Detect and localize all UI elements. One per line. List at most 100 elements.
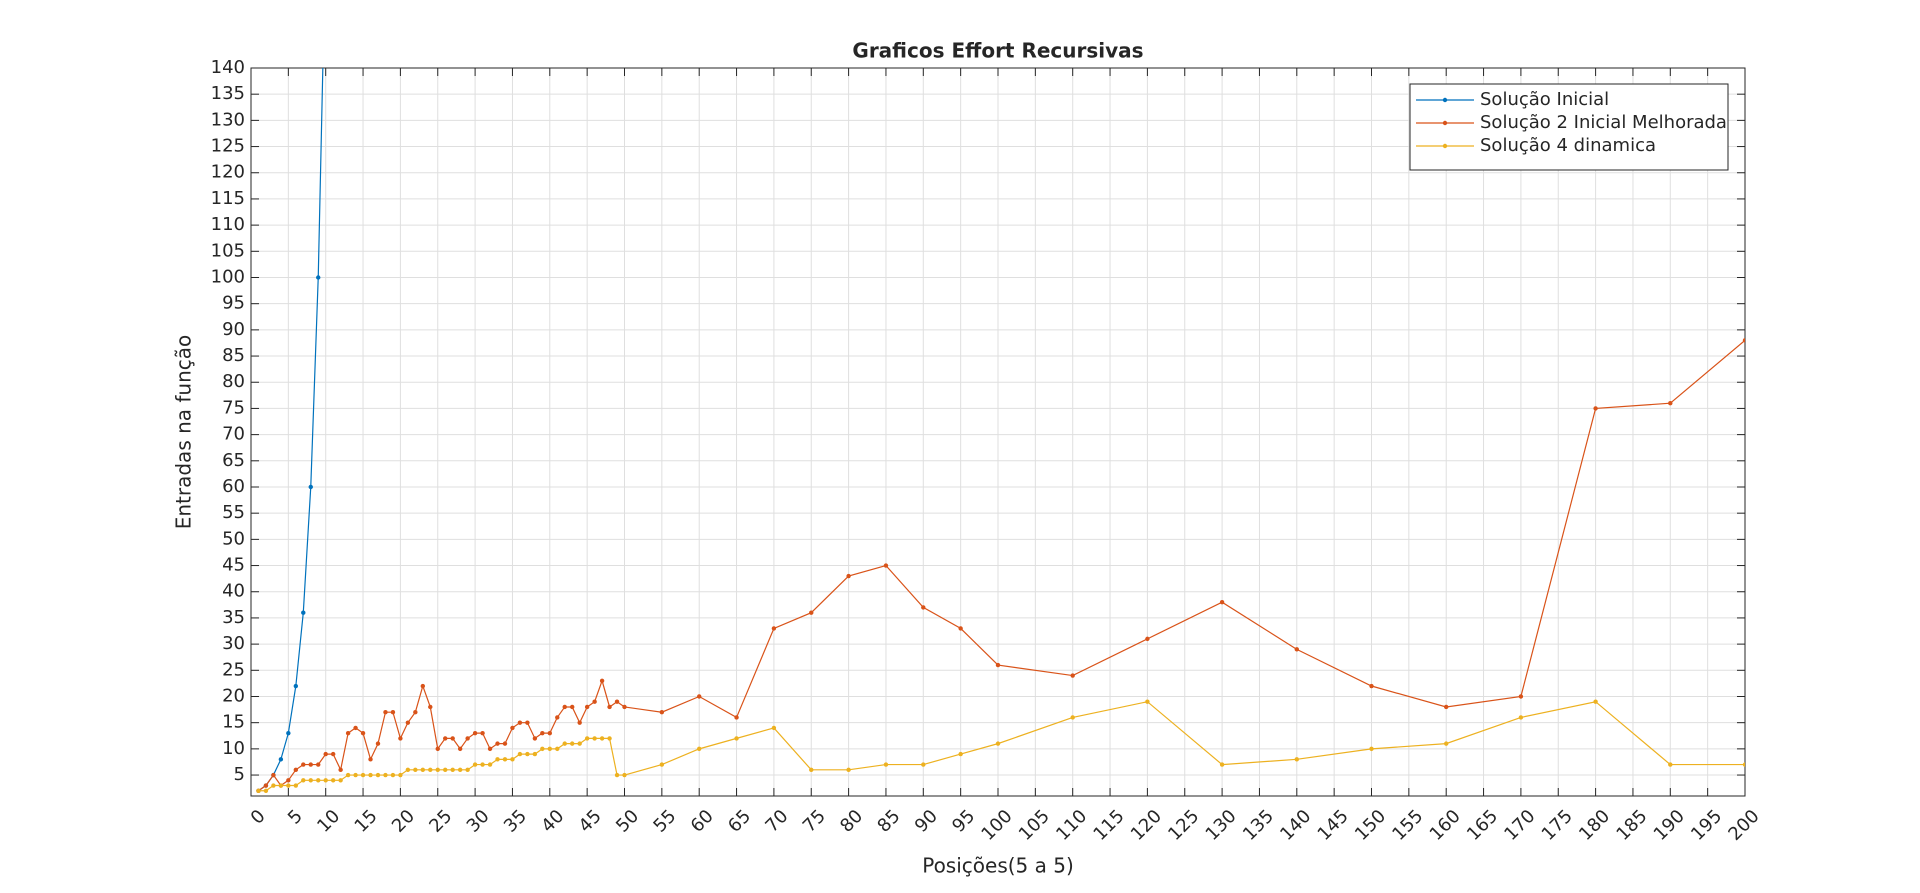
y-tick-label: 60 <box>222 476 245 497</box>
legend-marker <box>1442 97 1448 103</box>
x-tick-label: 95 <box>948 806 979 837</box>
data-point <box>368 772 373 778</box>
data-point <box>592 736 597 741</box>
data-point <box>659 762 665 767</box>
x-tick-label: 125 <box>1164 806 1203 845</box>
data-point <box>308 762 313 767</box>
y-tick-label: 45 <box>222 555 245 576</box>
x-tick-label: 25 <box>425 806 456 837</box>
data-point <box>457 746 463 752</box>
x-tick-label: 20 <box>388 806 419 837</box>
plot-frame <box>250 67 1746 797</box>
data-point <box>1145 699 1150 704</box>
data-point <box>308 484 313 490</box>
data-point <box>958 751 963 757</box>
data-point <box>1742 762 1745 767</box>
x-tick-label: 65 <box>724 806 755 837</box>
x-tick-label: 105 <box>1015 806 1054 845</box>
data-point <box>472 730 478 736</box>
data-point <box>278 757 284 762</box>
y-tick-label: 15 <box>222 712 245 733</box>
data-point <box>570 704 575 710</box>
data-point <box>510 757 515 762</box>
x-tick-label: 5 <box>284 806 307 829</box>
data-point <box>1294 757 1300 762</box>
data-point <box>375 772 381 778</box>
data-point <box>846 573 851 579</box>
y-tick-label: 25 <box>222 659 245 680</box>
x-tick-label: 155 <box>1388 806 1427 845</box>
data-point <box>480 762 485 767</box>
data-point <box>345 772 351 778</box>
legend-marker <box>1442 143 1448 149</box>
x-axis-label: Posições(5 a 5) <box>922 854 1074 878</box>
data-point <box>562 704 567 710</box>
y-tick-label: 75 <box>222 397 245 418</box>
legend-marker <box>1442 120 1448 126</box>
data-point <box>1369 683 1374 689</box>
y-tick-label: 100 <box>211 266 245 287</box>
x-tick-label: 170 <box>1500 806 1539 845</box>
data-point <box>1219 762 1225 767</box>
data-point <box>330 778 336 783</box>
data-point <box>450 767 455 773</box>
x-tick-label: 80 <box>836 806 867 837</box>
data-point <box>360 730 366 736</box>
data-point <box>271 783 276 788</box>
data-point <box>592 699 597 704</box>
x-tick-label: 175 <box>1538 806 1577 845</box>
x-tick-label: 165 <box>1463 806 1502 845</box>
data-point <box>345 730 351 736</box>
data-point <box>659 710 665 715</box>
y-tick-label: 10 <box>222 738 245 759</box>
data-point <box>443 736 448 741</box>
data-point <box>330 751 336 757</box>
y-tick-label: 130 <box>211 109 245 130</box>
data-point <box>308 778 313 783</box>
data-point <box>921 605 926 610</box>
data-point <box>517 751 523 757</box>
y-tick-label: 35 <box>222 607 245 628</box>
data-point <box>1070 673 1075 678</box>
data-point <box>1444 741 1449 746</box>
data-point <box>958 626 963 631</box>
data-point <box>353 772 358 778</box>
data-point <box>301 762 306 767</box>
x-tick-label: 140 <box>1276 806 1315 845</box>
y-tick-label: 40 <box>222 581 245 602</box>
data-point <box>286 730 291 736</box>
y-tick-label: 120 <box>211 162 245 183</box>
grid <box>250 67 1746 796</box>
data-point <box>995 741 1001 746</box>
data-point <box>495 741 500 746</box>
data-point <box>525 720 530 725</box>
data-point <box>435 767 440 773</box>
data-point <box>1593 406 1598 411</box>
data-point <box>405 720 411 725</box>
data-point <box>502 757 508 762</box>
data-point <box>883 563 889 568</box>
data-point <box>1219 600 1225 605</box>
data-point <box>809 610 814 615</box>
data-point <box>1742 338 1745 343</box>
x-tick-label: 135 <box>1239 806 1278 845</box>
x-tick-label: 50 <box>612 806 643 837</box>
y-tick-label: 125 <box>211 136 245 157</box>
data-point <box>599 678 605 683</box>
x-tick-label: 120 <box>1127 806 1166 845</box>
x-tick-label: 30 <box>463 806 494 837</box>
data-point <box>413 767 418 773</box>
data-point <box>465 736 470 741</box>
data-point <box>487 762 493 767</box>
data-point <box>771 626 777 631</box>
data-point <box>435 746 440 752</box>
series-line <box>258 68 324 792</box>
data-point <box>405 767 411 773</box>
x-tick-label: 55 <box>649 806 680 837</box>
data-point <box>428 767 433 773</box>
data-point <box>413 710 418 715</box>
data-point <box>286 778 291 783</box>
